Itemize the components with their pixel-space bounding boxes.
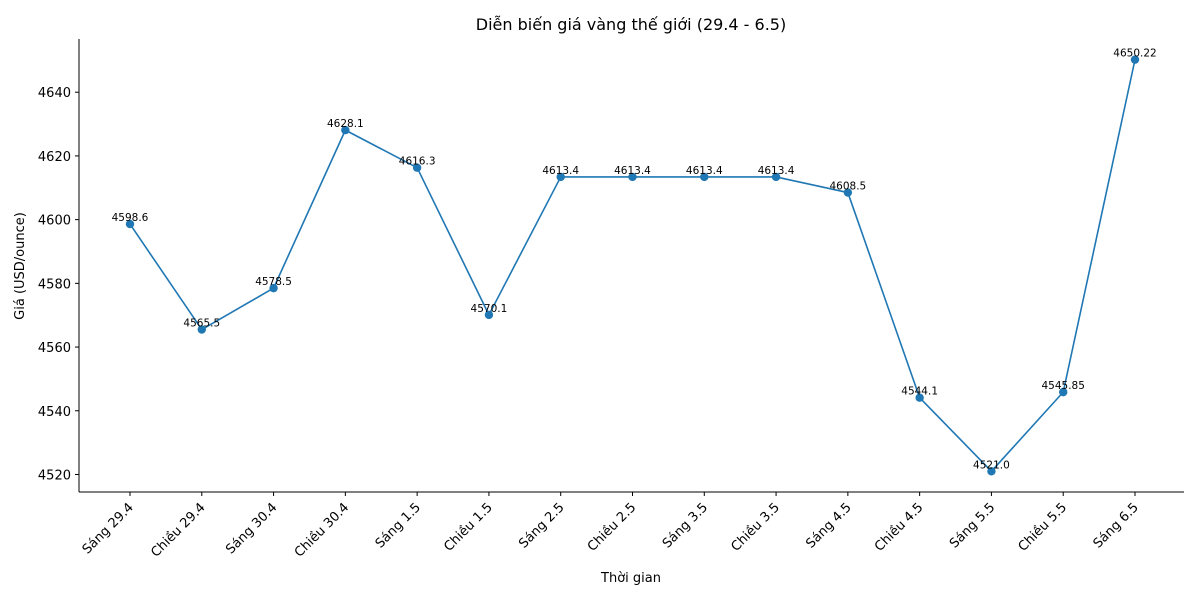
chart-title: Diễn biến giá vàng thế giới (29.4 - 6.5) [476, 15, 786, 34]
x-axis-title: Thời gian [600, 571, 661, 586]
data-point [1130, 55, 1140, 64]
x-tick-label: Sáng 1.5 [373, 500, 424, 551]
data-label: 4521.0 [973, 459, 1010, 471]
data-label: 4650.22 [1113, 48, 1156, 60]
y-tick-label: 4640 [38, 86, 71, 101]
x-tick-label: Chiều 29.4 [148, 500, 208, 560]
x-tick-label: Sáng 4.5 [803, 500, 854, 551]
data-label: 4608.5 [829, 181, 866, 193]
data-point [987, 467, 996, 476]
data-point [1059, 387, 1068, 397]
y-tick-label: 4600 [38, 214, 71, 229]
data-label: 4613.4 [686, 165, 723, 177]
data-point [197, 325, 206, 334]
data-label: 4613.4 [542, 165, 579, 177]
data-point [771, 172, 781, 182]
data-point [484, 310, 494, 320]
series [125, 55, 1140, 476]
y-tick-label: 4620 [38, 150, 71, 165]
x-tick-label: Chiều 2.5 [585, 500, 639, 554]
data-label: 4570.1 [471, 303, 508, 315]
series-line [129, 59, 1136, 473]
x-tick-label: Sáng 5.5 [947, 500, 998, 551]
x-tick-label: Sáng 29.4 [80, 500, 137, 557]
x-tick-label: Sáng 6.5 [1091, 500, 1142, 551]
data-point [556, 172, 565, 182]
x-tick-label: Sáng 2.5 [516, 500, 567, 551]
y-axis-title: Giá (USD/ounce) [13, 212, 28, 320]
data-point [125, 219, 135, 229]
x-tick-label: Chiều 4.5 [872, 500, 926, 554]
x-tick-label: Sáng 3.5 [660, 500, 711, 551]
data-label: 4578.5 [255, 276, 292, 288]
x-tick-label: Chiều 5.5 [1016, 500, 1070, 554]
data-labels: 4598.6 4565.5 4578.5 4628.1 4616.3 4570.1 4613… [112, 48, 1157, 472]
data-label: 4616.3 [399, 156, 436, 168]
y-tick-label: 4580 [38, 277, 71, 292]
data-point [628, 172, 637, 182]
data-label: 4545.85 [1042, 380, 1085, 392]
data-point [843, 188, 853, 197]
x-tick-label: Chiều 3.5 [728, 500, 782, 554]
y-tick-label: 4540 [38, 405, 71, 420]
y-tick-label: 4560 [38, 341, 71, 356]
data-point [915, 393, 924, 402]
x-tick-label: Sáng 30.4 [223, 500, 280, 557]
data-label: 4598.6 [112, 212, 149, 224]
axes [78, 39, 1184, 493]
x-tick-label: Chiều 1.5 [441, 500, 495, 554]
y-tick-label: 4520 [38, 468, 71, 483]
x-tick-label: Chiều 30.4 [292, 500, 352, 560]
data-label: 4565.5 [183, 318, 220, 330]
data-point [269, 283, 278, 293]
data-point [341, 125, 350, 135]
data-point [700, 172, 709, 182]
data-label: 4628.1 [327, 118, 364, 130]
data-label: 4544.1 [901, 386, 938, 398]
data-point [412, 163, 422, 172]
data-label: 4613.4 [758, 165, 795, 177]
data-label: 4613.4 [614, 165, 651, 177]
